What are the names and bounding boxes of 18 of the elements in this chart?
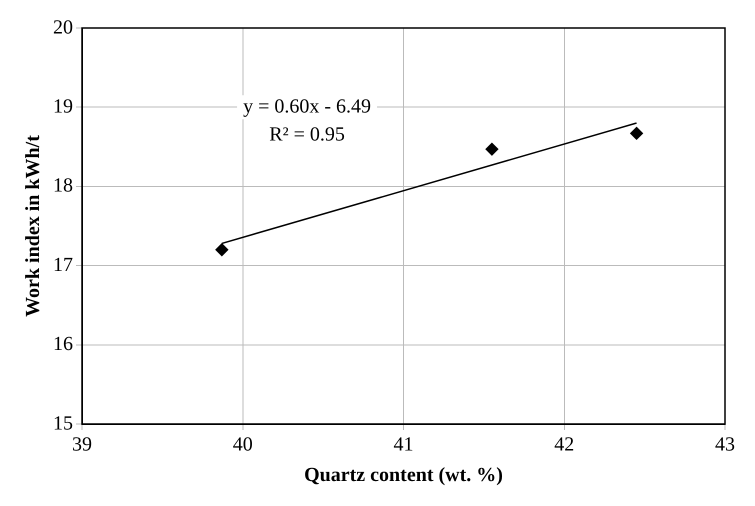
- y-tick-label: 16: [53, 333, 73, 356]
- x-tick-label: 40: [232, 433, 253, 456]
- x-tick-label: 41: [394, 433, 414, 456]
- x-axis-title: Quartz content (wt. %): [304, 464, 503, 486]
- y-tick-label: 20: [53, 16, 73, 38]
- y-tick-label: 19: [53, 95, 73, 118]
- x-tick-label: 39: [72, 433, 92, 456]
- x-tick-label: 42: [554, 433, 574, 456]
- y-tick-label: 17: [53, 254, 73, 276]
- annotation: y = 0.60x - 6.49: [243, 95, 372, 118]
- y-tick-label: 15: [53, 412, 73, 434]
- y-tick-label: 18: [53, 174, 73, 197]
- annotation: R² = 0.95: [269, 123, 345, 146]
- point: [485, 142, 498, 156]
- y-axis-title: Work index in kWh/t: [22, 134, 44, 317]
- point: [630, 126, 644, 140]
- x-tick-label: 43: [715, 433, 735, 456]
- point: [215, 243, 228, 256]
